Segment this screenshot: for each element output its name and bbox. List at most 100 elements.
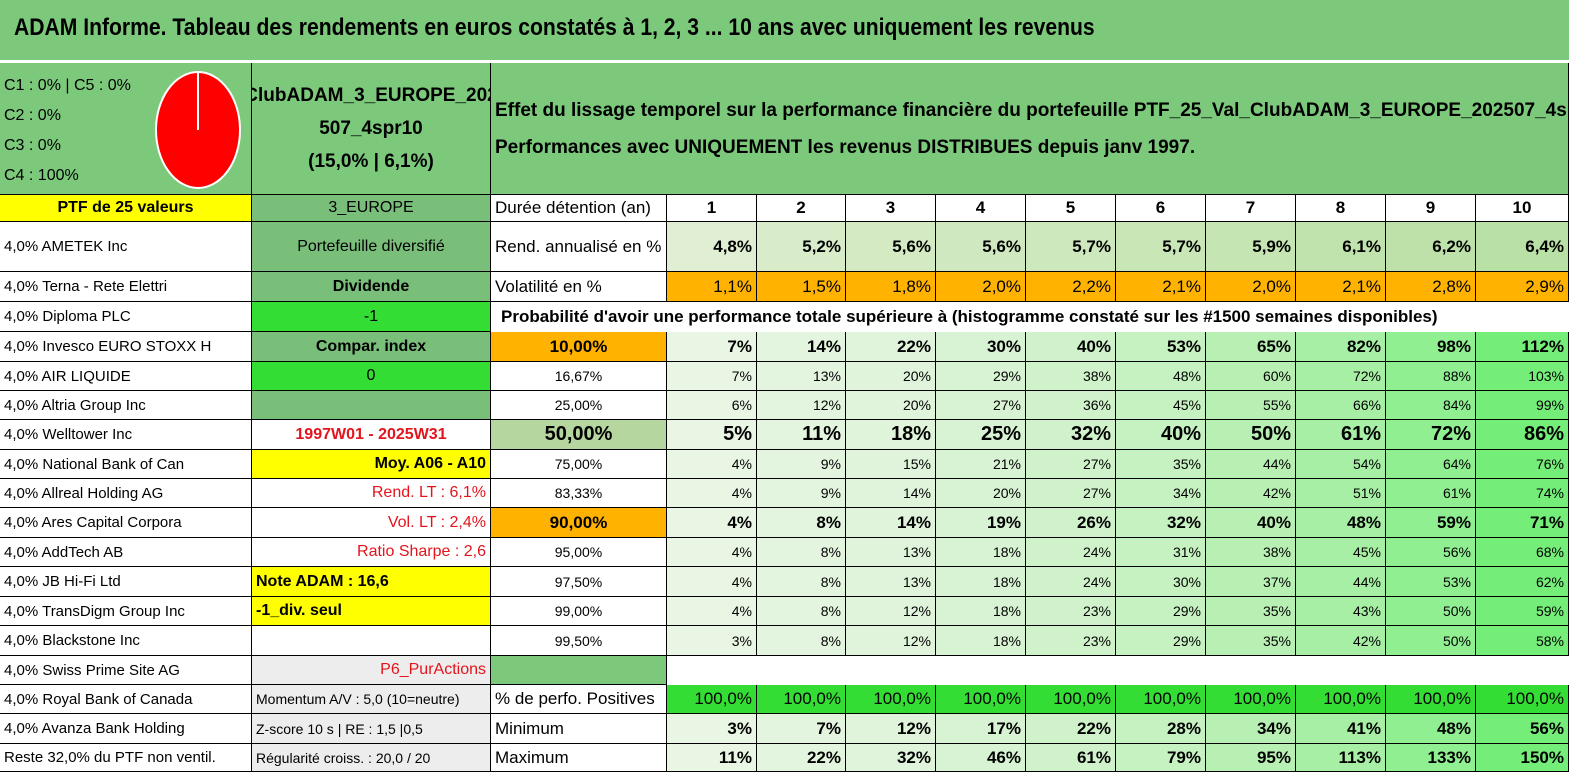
probability-value: 71%	[1476, 508, 1569, 538]
probability-level: 99,50%	[491, 626, 667, 656]
probability-value: 7%	[667, 332, 757, 362]
vol-label: Volatilité en %	[491, 272, 667, 302]
probability-value: 56%	[1386, 538, 1476, 567]
info-sharpe: Ratio Sharpe : 2,6	[252, 538, 491, 567]
pie-legend-line: C2 : 0%	[4, 107, 61, 124]
probability-value: 38%	[1026, 362, 1116, 391]
rend-value: 6,4%	[1476, 222, 1569, 272]
probability-value: 37%	[1206, 567, 1296, 597]
probability-level: 83,33%	[491, 479, 667, 508]
year-header: 8	[1296, 195, 1386, 222]
description-line1: Effet du lissage temporel sur la perform…	[495, 99, 1569, 121]
info-moy: Moy. A06 - A10	[252, 450, 491, 479]
probability-value: 44%	[1296, 567, 1386, 597]
probability-value: 35%	[1206, 626, 1296, 656]
stats-value: 48%	[1386, 714, 1476, 744]
year-header: 2	[757, 195, 846, 222]
stats-value: 22%	[1026, 714, 1116, 744]
probability-value: 45%	[1296, 538, 1386, 567]
stats-value: 100,0%	[1026, 685, 1116, 714]
rend-value: 5,6%	[936, 222, 1026, 272]
probability-value: 22%	[846, 332, 936, 362]
probability-value: 20%	[846, 362, 936, 391]
probability-value: 8%	[757, 538, 846, 567]
probability-value: 51%	[1296, 479, 1386, 508]
probability-value: 48%	[1296, 508, 1386, 538]
zone-label: 3_EUROPE	[252, 195, 491, 222]
pie-legend-line: C4 : 100%	[4, 167, 79, 184]
holding-item: 4,0% Allreal Holding AG	[0, 479, 252, 508]
holding-item: 4,0% Diploma PLC	[0, 302, 252, 332]
probability-value: 13%	[757, 362, 846, 391]
probability-value: 40%	[1206, 508, 1296, 538]
probability-value: 21%	[936, 450, 1026, 479]
stats-label: Minimum	[491, 714, 667, 744]
info-dividende: Dividende	[252, 272, 491, 302]
probability-value: 4%	[667, 479, 757, 508]
probability-value: 18%	[936, 538, 1026, 567]
stats-value: 100,0%	[1206, 685, 1296, 714]
rend-value: 4,8%	[667, 222, 757, 272]
info-zscore: Z-score 10 s | RE : 1,5 |0,5	[252, 714, 491, 744]
ptf-count-label: PTF de 25 valeurs	[0, 195, 252, 222]
probability-value: 4%	[667, 597, 757, 626]
spacer-cell	[491, 656, 667, 685]
probability-value: 35%	[1206, 597, 1296, 626]
vol-value: 2,1%	[1116, 272, 1206, 302]
probability-value: 14%	[757, 332, 846, 362]
probability-value: 38%	[1206, 538, 1296, 567]
holding-item: 4,0% AddTech AB	[0, 538, 252, 567]
holding-item: Reste 32,0% du PTF non ventil.	[0, 744, 252, 772]
stats-value: 7%	[757, 714, 846, 744]
holding-item: 4,0% Swiss Prime Site AG	[0, 656, 252, 685]
probability-value: 48%	[1116, 362, 1206, 391]
holding-item: 4,0% Royal Bank of Canada	[0, 685, 252, 714]
probability-level: 90,00%	[491, 508, 667, 538]
probability-value: 103%	[1476, 362, 1569, 391]
info-regularite: Régularité croiss. : 20,0 / 20	[252, 744, 491, 772]
probability-value: 40%	[1026, 332, 1116, 362]
probability-value: 36%	[1026, 391, 1116, 420]
probability-level: 25,00%	[491, 391, 667, 420]
probability-value: 4%	[667, 450, 757, 479]
probability-value: 32%	[1116, 508, 1206, 538]
report-title: ADAM Informe. Tableau des rendements en …	[14, 14, 1095, 41]
description-line2: Performances avec UNIQUEMENT les revenus…	[495, 136, 1196, 158]
probability-level: 99,00%	[491, 597, 667, 626]
stats-value: 12%	[846, 714, 936, 744]
holding-item: 4,0% Welltower Inc	[0, 420, 252, 450]
probability-value: 60%	[1206, 362, 1296, 391]
probability-value: 11%	[757, 420, 846, 450]
probability-value: 68%	[1476, 538, 1569, 567]
info-diversifie: Portefeuille diversifié	[252, 222, 491, 272]
year-header: 4	[936, 195, 1026, 222]
holding-item: 4,0% AMETEK Inc	[0, 222, 252, 272]
vol-value: 2,0%	[1206, 272, 1296, 302]
probability-value: 18%	[936, 626, 1026, 656]
probability-value: 12%	[846, 597, 936, 626]
stats-value: 3%	[667, 714, 757, 744]
stats-value: 133%	[1386, 744, 1476, 772]
info-note-adam: Note ADAM : 16,6	[252, 567, 491, 597]
probability-value: 4%	[667, 508, 757, 538]
probability-value: 14%	[846, 479, 936, 508]
holding-item: 4,0% Terna - Rete Elettri	[0, 272, 252, 302]
portfolio-stats: (15,0% | 6,1%)	[308, 151, 434, 172]
portfolio-name-line2: 507_4spr10	[319, 118, 423, 139]
probability-value: 18%	[846, 420, 936, 450]
rend-label: Rend. annualisé en %	[491, 222, 667, 272]
probability-value: 4%	[667, 538, 757, 567]
holding-item: 4,0% JB Hi-Fi Ltd	[0, 567, 252, 597]
probability-value: 55%	[1206, 391, 1296, 420]
info-momentum: Momentum A/V : 5,0 (10=neutre)	[252, 685, 491, 714]
stats-value: 46%	[936, 744, 1026, 772]
probability-value: 23%	[1026, 597, 1116, 626]
probability-level: 50,00%	[491, 420, 667, 450]
holding-item: 4,0% Ares Capital Corpora	[0, 508, 252, 538]
probability-value: 3%	[667, 626, 757, 656]
year-header: 1	[667, 195, 757, 222]
stats-value: 32%	[846, 744, 936, 772]
info-div-seul: -1_div. seul	[252, 597, 491, 626]
stats-value: 100,0%	[1296, 685, 1386, 714]
probability-level: 10,00%	[491, 332, 667, 362]
